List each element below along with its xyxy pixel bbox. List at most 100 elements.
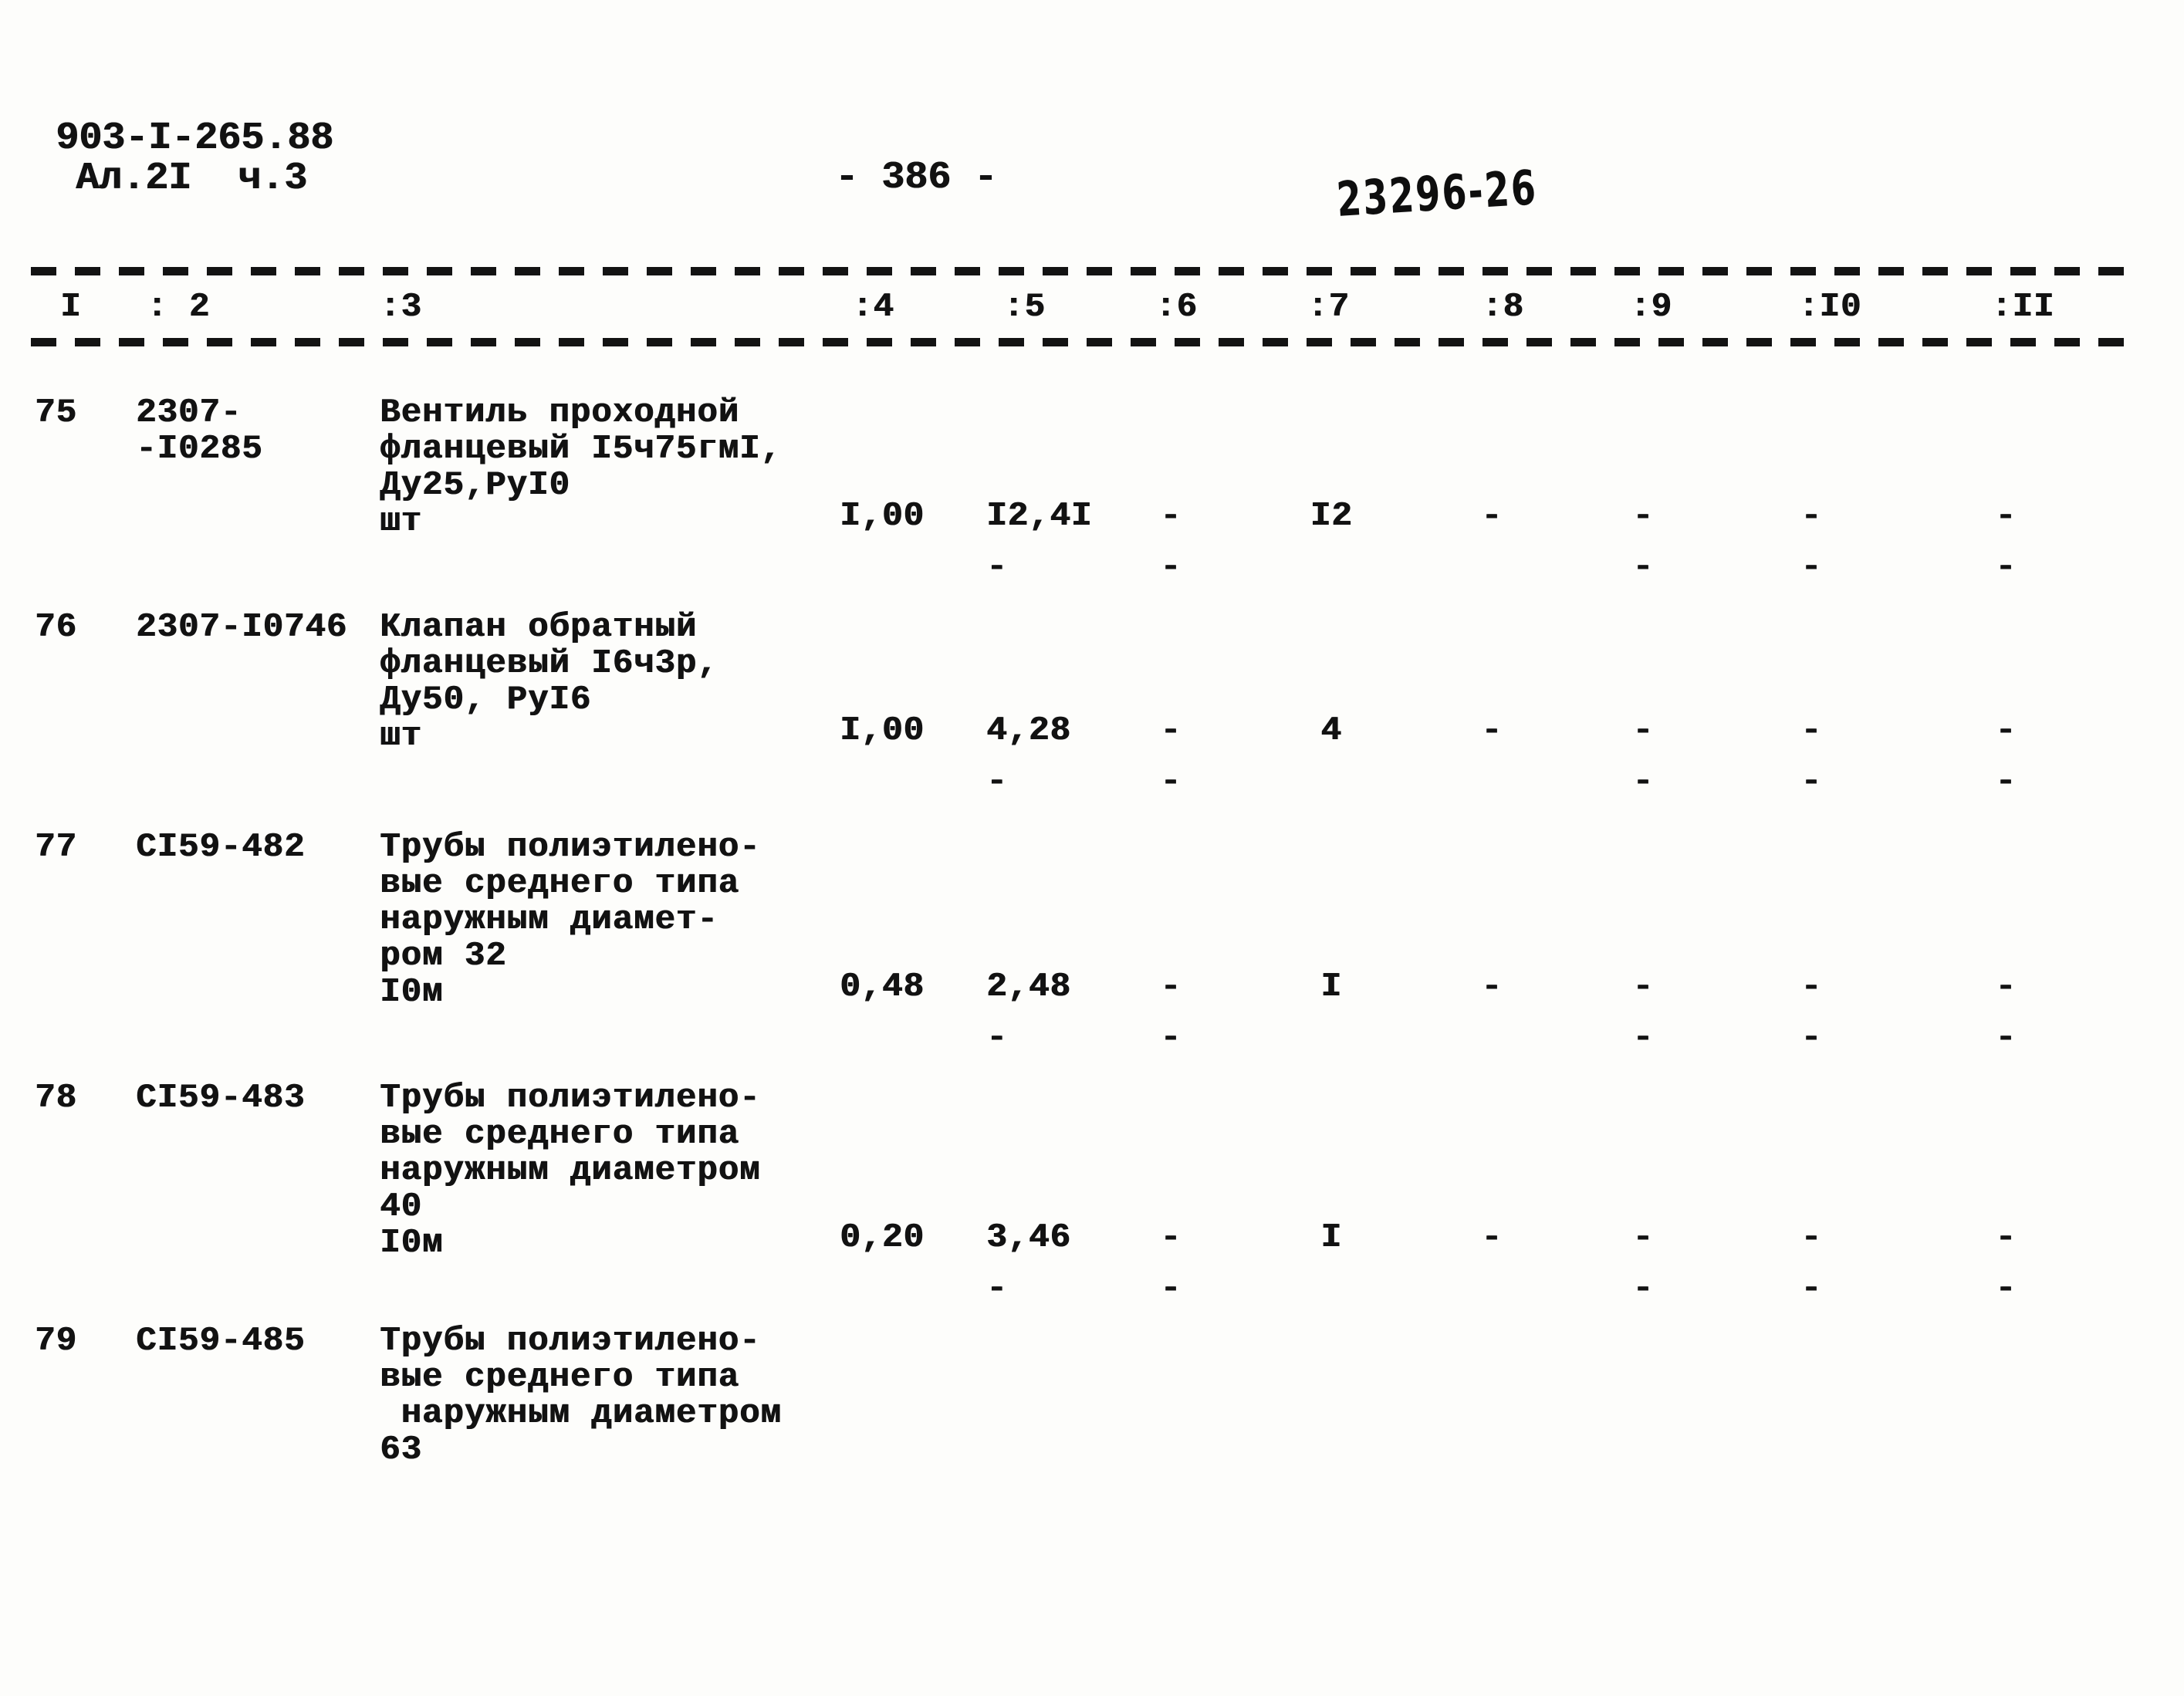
value-c4: I,00: [840, 711, 925, 750]
value-c6-sub: -: [1160, 1019, 1182, 1057]
item-description-line: Клапан обратный: [380, 608, 698, 647]
value-c9: -: [1632, 711, 1654, 750]
value-c9-sub: -: [1632, 1269, 1654, 1308]
value-c5-sub: -: [986, 762, 1008, 801]
row-number: 78: [35, 1079, 77, 1117]
item-description-line: Трубы полиэтилено-: [380, 1079, 761, 1117]
value-c8: -: [1481, 497, 1503, 535]
item-unit: I0м: [380, 1224, 444, 1262]
item-description-line: Вентиль проходной: [380, 394, 739, 432]
item-code-line: СI59-482: [136, 828, 306, 867]
value-c9: -: [1632, 1218, 1654, 1257]
value-c5: I2,4I: [986, 497, 1093, 535]
column-header: :8: [1482, 288, 1524, 326]
value-c11: -: [1995, 1218, 2017, 1257]
column-header: :II: [1991, 288, 2055, 326]
value-c9-sub: -: [1632, 548, 1654, 586]
column-header: :9: [1630, 288, 1672, 326]
value-c10: -: [1800, 711, 1822, 750]
value-c11-sub: -: [1995, 548, 2017, 586]
doc-number: 903-I-265.88: [56, 117, 334, 160]
item-description-line: ром 32: [380, 937, 507, 975]
column-header: : 2: [147, 288, 211, 326]
value-c6-sub: -: [1160, 762, 1182, 801]
row-number: 76: [35, 608, 77, 647]
value-c7: I: [1320, 1218, 1342, 1257]
column-header: :4: [852, 288, 894, 326]
value-c11-sub: -: [1995, 1269, 2017, 1308]
value-c10-sub: -: [1800, 1019, 1822, 1057]
column-header: :I0: [1798, 288, 1862, 326]
item-description-line: фланцевый I5ч75гмI,: [380, 430, 782, 468]
item-description-line: наружным диаметром: [380, 1394, 782, 1433]
column-header: :7: [1307, 288, 1350, 326]
item-description-line: вые среднего типа: [380, 1358, 739, 1397]
row-number: 77: [35, 828, 77, 867]
value-c11-sub: -: [1995, 1019, 2017, 1057]
value-c11: -: [1995, 711, 2017, 750]
value-c5-sub: -: [986, 1019, 1008, 1057]
value-c10-sub: -: [1800, 1269, 1822, 1308]
value-c6: -: [1160, 968, 1182, 1006]
value-c9: -: [1632, 497, 1654, 535]
value-c6-sub: -: [1160, 548, 1182, 586]
column-header: :5: [1003, 288, 1046, 326]
item-description-line: наружным диаметром: [380, 1151, 761, 1190]
value-c8: -: [1481, 1218, 1503, 1257]
value-c9-sub: -: [1632, 762, 1654, 801]
item-description-line: Трубы полиэтилено-: [380, 828, 761, 867]
value-c9: -: [1632, 968, 1654, 1006]
item-description-line: вые среднего типа: [380, 864, 739, 903]
header-dashes-top: [31, 267, 2127, 275]
item-description-line: 63: [380, 1431, 422, 1469]
sheet-number: Ал.2I ч.3: [76, 157, 308, 201]
value-c4: I,00: [840, 497, 925, 535]
value-c5: 2,48: [986, 968, 1071, 1006]
page-number: - 386 -: [835, 156, 998, 200]
value-c9-sub: -: [1632, 1019, 1654, 1057]
column-header: :3: [380, 288, 422, 326]
row-number: 75: [35, 394, 77, 432]
column-header: I: [60, 288, 82, 326]
value-c11: -: [1995, 968, 2017, 1006]
item-description-line: Трубы полиэтилено-: [380, 1322, 761, 1360]
item-code-line: 2307-: [136, 394, 242, 432]
value-c8: -: [1481, 968, 1503, 1006]
item-description-line: Ду25,РуI0: [380, 466, 570, 505]
value-c10: -: [1800, 497, 1822, 535]
value-c6: -: [1160, 497, 1182, 535]
value-c5: 3,46: [986, 1218, 1071, 1257]
item-code-line: СI59-485: [136, 1322, 306, 1360]
item-code-line: -I0285: [136, 430, 263, 468]
value-c10-sub: -: [1800, 548, 1822, 586]
value-c11: -: [1995, 497, 2017, 535]
value-c11-sub: -: [1995, 762, 2017, 801]
value-c7: 4: [1320, 711, 1342, 750]
value-c6: -: [1160, 711, 1182, 750]
item-unit: шт: [380, 502, 422, 541]
item-description-line: Ду50, РуI6: [380, 681, 592, 719]
item-code-line: 2307-I0746: [136, 608, 348, 647]
item-description-line: наружным диамет-: [380, 900, 718, 939]
item-description-line: 40: [380, 1188, 422, 1226]
value-c6-sub: -: [1160, 1269, 1182, 1308]
value-c4: 0,48: [840, 968, 925, 1006]
item-unit: шт: [380, 717, 422, 755]
value-c6: -: [1160, 1218, 1182, 1257]
value-c8: -: [1481, 711, 1503, 750]
value-c5: 4,28: [986, 711, 1071, 750]
item-description-line: вые среднего типа: [380, 1115, 739, 1154]
header-dashes-bottom: [31, 338, 2127, 346]
value-c4: 0,20: [840, 1218, 925, 1257]
item-code-line: СI59-483: [136, 1079, 306, 1117]
value-c5-sub: -: [986, 548, 1008, 586]
value-c10-sub: -: [1800, 762, 1822, 801]
value-c10: -: [1800, 1218, 1822, 1257]
item-description-line: фланцевый I6ч3р,: [380, 644, 718, 683]
item-unit: I0м: [380, 973, 444, 1012]
stamp-number: 23296-26: [1334, 159, 1540, 228]
value-c7: I2: [1310, 497, 1353, 535]
column-header: :6: [1155, 288, 1198, 326]
value-c10: -: [1800, 968, 1822, 1006]
row-number: 79: [35, 1322, 77, 1360]
